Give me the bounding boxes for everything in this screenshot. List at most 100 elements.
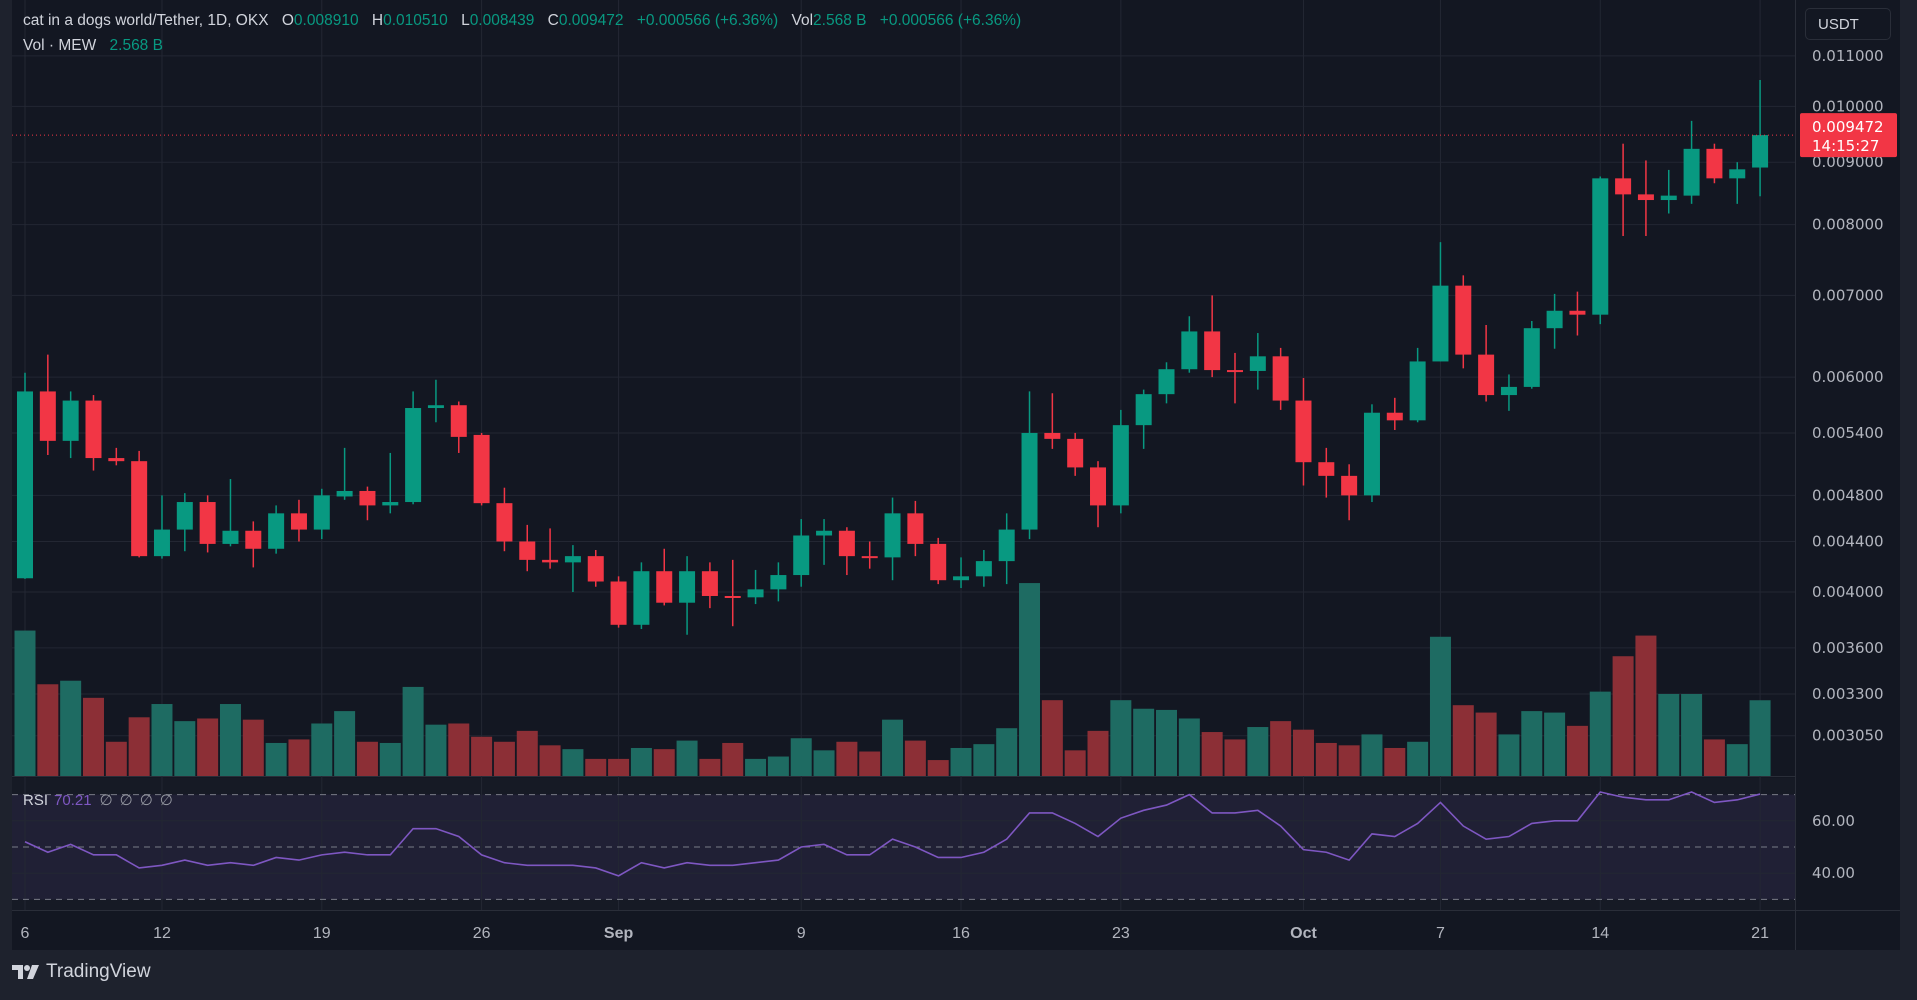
candle-body (1432, 285, 1449, 362)
candle-body (427, 405, 444, 409)
high-value: 0.010510 (383, 12, 448, 29)
candle-body (542, 559, 559, 563)
candle-body (1478, 354, 1495, 396)
symbol-title[interactable]: cat in a dogs world/Tether, 1D, OKX (23, 12, 269, 29)
candle-body (1455, 285, 1472, 355)
low-value: 0.008439 (469, 12, 535, 29)
volume-bar (1407, 741, 1429, 776)
volume-legend[interactable]: Vol · MEW 2.568 B (23, 37, 163, 55)
volume-bar (927, 760, 949, 776)
volume-bar (1338, 745, 1360, 776)
volume-bar (1019, 583, 1041, 776)
time-tick-label: 23 (1112, 925, 1130, 942)
candle-body (496, 503, 513, 542)
candle-body (1683, 148, 1700, 196)
open-value: 0.008910 (293, 12, 359, 29)
candle-body (1637, 194, 1654, 201)
candle-body (564, 556, 581, 563)
volume-bar (1498, 734, 1520, 776)
volume-bar (356, 741, 378, 776)
volume-bar (1475, 712, 1497, 776)
close-value: 0.009472 (558, 12, 624, 29)
currency-button[interactable]: USDT (1805, 8, 1891, 40)
volume-bar (1201, 732, 1223, 776)
volume-bar (197, 718, 219, 776)
volume-bar (1110, 700, 1132, 776)
candle-body (450, 405, 467, 437)
candle-body (1592, 178, 1609, 315)
volume-bar (288, 739, 310, 776)
price-tick-label: 0.004400 (1812, 532, 1884, 550)
candle-body (747, 589, 764, 598)
candle-body (359, 490, 376, 506)
volume-bar (425, 724, 447, 776)
volume-bar (37, 684, 59, 776)
volume-bar (722, 742, 744, 776)
tradingview-logo[interactable]: TradingView (12, 961, 151, 983)
candle-body (633, 571, 650, 625)
price-tick-label: 0.003300 (1812, 685, 1884, 703)
candle-body (930, 543, 947, 581)
volume-bar (14, 630, 36, 776)
time-tick-label: 19 (313, 925, 331, 942)
volume-bar (334, 711, 356, 776)
price-tick-label: 0.007000 (1812, 286, 1884, 304)
candle-body (245, 530, 262, 549)
volume-bar (1361, 734, 1383, 776)
volume-bar (448, 723, 470, 776)
volume-bar (745, 758, 767, 776)
volume-bar (813, 750, 835, 776)
volume-bar (493, 741, 515, 776)
candle-body (770, 575, 787, 590)
volume-bar (859, 751, 881, 776)
candle-body (519, 541, 536, 560)
time-tick-label: 14 (1591, 925, 1609, 942)
time-tick-label: 7 (1436, 925, 1445, 942)
volume-bar (1384, 747, 1406, 776)
candle-body (1752, 135, 1769, 168)
volume-bar (151, 704, 173, 776)
volume-bar (1521, 711, 1543, 776)
time-tick-label: 6 (21, 925, 30, 942)
volume-bar (379, 742, 401, 776)
volume-bar (1589, 691, 1611, 776)
candle-body (1660, 195, 1677, 201)
volume-bar (585, 758, 607, 776)
volume-bar (539, 745, 561, 776)
volume-bar (1544, 712, 1566, 776)
volume-bar (1133, 708, 1155, 776)
brand-name: TradingView (46, 961, 151, 982)
price-tick-label: 0.010000 (1812, 97, 1884, 115)
candle-body (313, 495, 330, 530)
candle-body (1318, 462, 1335, 476)
volume-bar (1156, 709, 1177, 776)
price-tick-label: 0.006000 (1812, 368, 1884, 386)
vol-value: 2.568 B (813, 12, 867, 29)
volume-bar (1612, 656, 1634, 776)
price-tick-label: 0.011000 (1812, 47, 1884, 65)
volume-bar (174, 721, 196, 776)
volume-bar (1292, 729, 1314, 776)
volume-bar (1658, 693, 1680, 776)
candle-body (1021, 432, 1038, 530)
candle-body (39, 391, 56, 441)
volume-bar (516, 730, 538, 776)
rsi-legend[interactable]: RSI 70.21 ∅∅∅∅ (23, 791, 180, 809)
time-tick-label: 21 (1751, 925, 1769, 942)
candle-body (62, 400, 79, 441)
volume-bar (1681, 693, 1703, 776)
volume-bar (402, 686, 424, 776)
price-tick-label: 0.008000 (1812, 216, 1884, 234)
volume-bar (1315, 742, 1337, 776)
volume-bar (973, 744, 995, 776)
volume-bar (1452, 705, 1474, 776)
volume-bar (1749, 700, 1771, 776)
candle-body (1112, 425, 1129, 506)
candle-body (1615, 178, 1632, 195)
rsi-line (24, 791, 1761, 877)
candle-body (610, 581, 627, 625)
candle-body (1706, 148, 1723, 179)
vol-label: Vol (791, 12, 814, 29)
candle-body (1363, 412, 1380, 496)
